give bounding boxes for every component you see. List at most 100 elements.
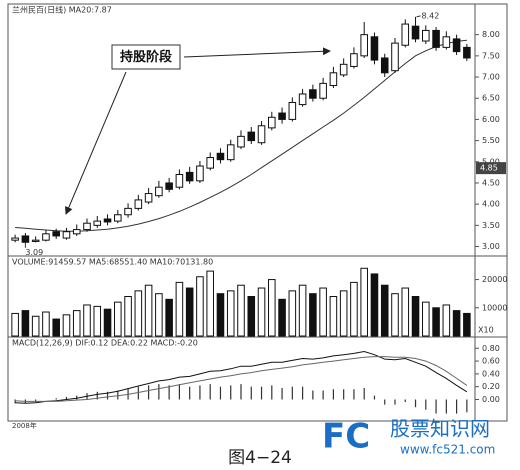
high-label: 8.42 bbox=[422, 11, 440, 20]
y-tick-label: 5.00 bbox=[482, 157, 500, 166]
y-tick-label: 0.40 bbox=[482, 369, 500, 378]
candle-body bbox=[124, 207, 132, 216]
volume-bar bbox=[360, 267, 368, 337]
candle-body bbox=[463, 46, 471, 59]
volume-bar bbox=[288, 290, 297, 337]
candle-body bbox=[144, 193, 153, 203]
volume-bar bbox=[339, 290, 348, 337]
candle-body bbox=[21, 235, 30, 243]
candle-body bbox=[72, 229, 81, 235]
y-tick-label: 0.20 bbox=[482, 382, 500, 391]
candle-body bbox=[391, 42, 399, 72]
candle-body bbox=[247, 131, 256, 142]
watermark-logo: FC bbox=[322, 417, 370, 457]
volume-bar bbox=[319, 287, 327, 337]
watermark-url: www.fc521.com bbox=[400, 443, 495, 457]
candle-body bbox=[350, 53, 358, 67]
y-tick-label: 10000 bbox=[482, 303, 507, 312]
volume-unit: X10 bbox=[478, 326, 494, 335]
volume-bar bbox=[144, 284, 153, 337]
volume-bar bbox=[206, 270, 214, 337]
y-tick-label: 20000 bbox=[482, 275, 507, 284]
volume-bar bbox=[11, 312, 19, 337]
candle-body bbox=[196, 165, 204, 182]
y-tick-label: 3.50 bbox=[482, 221, 500, 230]
candle-body bbox=[370, 36, 379, 61]
frame bbox=[7, 3, 508, 422]
candle-body bbox=[83, 222, 91, 231]
volume-bar bbox=[463, 312, 471, 337]
volume-bar bbox=[380, 284, 389, 337]
candle-body bbox=[432, 29, 440, 48]
volume-bar bbox=[309, 293, 317, 337]
candle-body bbox=[52, 231, 60, 237]
volume-bar bbox=[370, 273, 379, 337]
candle-body bbox=[114, 214, 122, 222]
y-tick-label: 7.00 bbox=[482, 73, 500, 82]
candle-body bbox=[165, 182, 173, 190]
candle-body bbox=[31, 239, 40, 242]
y-tick-label: 0.80 bbox=[482, 344, 500, 353]
volume-bar bbox=[42, 311, 50, 337]
candle-body bbox=[339, 63, 348, 76]
volume-bar bbox=[165, 298, 173, 337]
volume-bar bbox=[175, 281, 184, 337]
volume-bar bbox=[52, 318, 60, 337]
volume-bar bbox=[196, 276, 204, 337]
volume-bar bbox=[226, 290, 235, 337]
high-pointer bbox=[416, 15, 421, 18]
volume-bar bbox=[452, 310, 461, 337]
y-tick-label: 8.00 bbox=[482, 30, 500, 39]
annotation-box bbox=[111, 44, 181, 70]
volume-bar bbox=[155, 293, 163, 337]
annotation: 持股阶段 bbox=[120, 49, 172, 65]
candle-body bbox=[93, 220, 102, 226]
low-label: 3.09 bbox=[25, 248, 43, 257]
volume-bar bbox=[237, 284, 245, 337]
candle-body bbox=[268, 116, 276, 129]
candle-body bbox=[288, 101, 297, 120]
volume-bar bbox=[257, 287, 266, 337]
candle-body bbox=[411, 25, 420, 40]
candle-body bbox=[298, 93, 307, 106]
candle-body bbox=[185, 171, 194, 182]
candle-body bbox=[257, 125, 266, 144]
annotation-arrow bbox=[183, 47, 331, 58]
candle-body bbox=[319, 82, 327, 99]
candle-body bbox=[452, 38, 461, 53]
candle-body bbox=[360, 34, 368, 57]
candle-body bbox=[329, 72, 338, 87]
candle-body bbox=[309, 89, 317, 99]
volume-bar bbox=[422, 301, 430, 337]
price-tag-box bbox=[476, 162, 506, 175]
volume-bar bbox=[72, 310, 81, 337]
price-title: 兰州民百(日线) MA20:7.87 bbox=[12, 5, 112, 15]
volume-bar bbox=[185, 287, 194, 337]
volume-bar bbox=[329, 296, 338, 337]
y-tick-label: 3.00 bbox=[482, 242, 500, 251]
y-tick-label: 4.00 bbox=[482, 200, 500, 209]
volume-bar bbox=[114, 301, 122, 337]
volume-bar bbox=[103, 308, 112, 337]
volume-title: VOLUME:91459.57 MA5:68551.40 MA10:70131.… bbox=[12, 258, 213, 267]
candle-body bbox=[62, 231, 71, 239]
volume-bar bbox=[350, 281, 358, 337]
volume-bar bbox=[411, 296, 420, 337]
candle-body bbox=[216, 152, 225, 161]
volume-bar bbox=[298, 284, 307, 337]
y-tick-label: 4.50 bbox=[482, 178, 500, 187]
candle-body bbox=[442, 36, 451, 48]
dea-line bbox=[15, 356, 468, 402]
volume-bar bbox=[391, 293, 399, 337]
dif-line bbox=[15, 350, 468, 404]
candle-body bbox=[226, 144, 235, 161]
candle-body bbox=[42, 233, 50, 241]
y-tick-label: 7.50 bbox=[482, 51, 500, 60]
candle-body bbox=[422, 29, 430, 42]
candle-body bbox=[401, 23, 410, 46]
candle-body bbox=[278, 112, 286, 120]
volume-bar bbox=[83, 304, 91, 337]
y-tick-label: 5.50 bbox=[482, 136, 500, 145]
volume-bar bbox=[247, 296, 256, 337]
